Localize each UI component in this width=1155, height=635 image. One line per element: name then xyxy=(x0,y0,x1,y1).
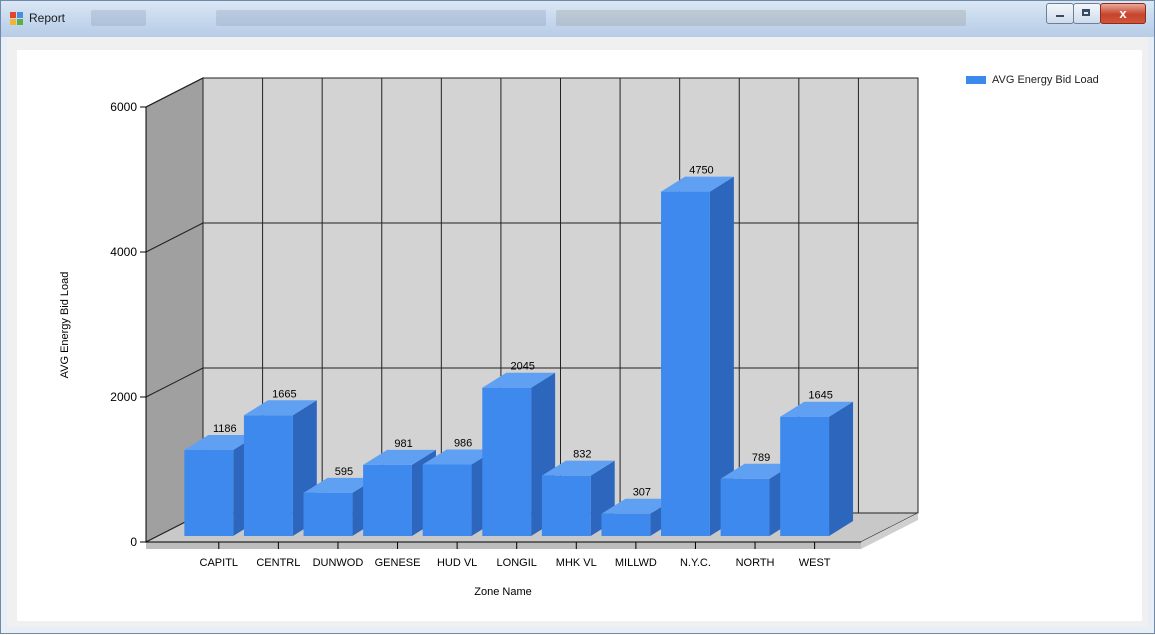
x-tick-label: WEST xyxy=(799,557,831,569)
data-label: 307 xyxy=(633,487,651,499)
bar-front xyxy=(601,513,651,536)
bar-top xyxy=(661,176,734,192)
data-label: 1665 xyxy=(272,388,296,400)
background-toolbar-ghost xyxy=(91,10,146,26)
window-title: Report xyxy=(29,11,66,25)
y-axis-title: AVG Energy Bid Load xyxy=(59,272,71,379)
bar-top xyxy=(243,400,317,416)
bar-front xyxy=(661,191,710,536)
chart-bars xyxy=(184,176,854,536)
window-controls: x xyxy=(1046,3,1146,24)
close-button[interactable]: x xyxy=(1100,3,1146,24)
chart-axes xyxy=(140,106,861,549)
bar-top xyxy=(422,449,496,465)
bar-top xyxy=(482,372,556,388)
data-label: 4750 xyxy=(689,165,713,177)
data-label: 595 xyxy=(335,466,353,478)
bar-front xyxy=(303,492,353,536)
x-tick-label: NORTH xyxy=(736,557,775,569)
bar-top xyxy=(363,449,436,465)
bar-side xyxy=(709,176,734,536)
legend-label: AVG Energy Bid Load xyxy=(992,74,1099,86)
bar-front xyxy=(422,464,472,536)
bar-front xyxy=(184,450,234,536)
x-tick-label: N.Y.C. xyxy=(680,557,711,569)
bar-front xyxy=(482,387,532,536)
x-tick-label: MHK VL xyxy=(556,557,597,569)
bar xyxy=(780,401,854,536)
data-label: 1645 xyxy=(808,390,832,402)
bar-top xyxy=(780,401,854,417)
x-tick-label: HUD VL xyxy=(437,557,477,569)
chart-labels: 0 2000 4000 6000 1186 CAPITL 1665 CENTRL 595 DUNW… xyxy=(59,100,833,598)
x-tick-label: GENESE xyxy=(375,557,421,569)
chart-floor-edge xyxy=(146,542,861,549)
minimize-icon xyxy=(1056,15,1064,17)
bar-front xyxy=(720,478,770,536)
gridline-side xyxy=(145,367,204,398)
y-tick-label: 4000 xyxy=(110,245,137,259)
data-label: 789 xyxy=(752,452,770,464)
gridline-side xyxy=(145,222,204,253)
y-tick-label: 6000 xyxy=(110,100,137,114)
bar-top xyxy=(720,463,794,479)
bar-side xyxy=(829,401,854,536)
bar xyxy=(661,176,734,536)
bar xyxy=(541,460,615,536)
bar-front xyxy=(541,475,591,536)
bar-top xyxy=(184,435,258,451)
x-tick-label: MILLWD xyxy=(615,557,657,569)
x-tick-label: CENTRL xyxy=(256,557,300,569)
x-tick-label: DUNWOD xyxy=(313,557,364,569)
gridline-side xyxy=(145,77,204,108)
x-tick-label: CAPITL xyxy=(200,557,239,569)
x-axis-title: Zone Name xyxy=(474,586,531,598)
chart-floor-edge xyxy=(861,513,918,549)
bar-top xyxy=(601,498,675,514)
x-tick-label: LONGIL xyxy=(497,557,537,569)
data-label: 832 xyxy=(573,449,591,461)
chart-legend: AVG Energy Bid Load xyxy=(966,74,1099,86)
chart-grid xyxy=(145,77,919,513)
title-bar[interactable]: Report x xyxy=(1,1,1154,37)
bar-front xyxy=(780,416,830,536)
bar xyxy=(482,372,556,536)
maximize-icon xyxy=(1082,9,1090,16)
bar-front xyxy=(243,415,293,536)
data-label: 981 xyxy=(394,438,412,450)
bar-top xyxy=(303,477,377,493)
background-toolbar-ghost xyxy=(556,10,966,26)
background-toolbar-ghost xyxy=(216,10,546,26)
legend-swatch xyxy=(966,76,986,84)
bar xyxy=(243,400,317,536)
y-tick-label: 2000 xyxy=(110,390,137,404)
bar-top xyxy=(541,460,615,476)
app-icon xyxy=(10,12,24,26)
close-icon: x xyxy=(1119,6,1127,21)
data-label: 986 xyxy=(454,438,472,450)
data-label: 2045 xyxy=(510,361,534,373)
data-label: 1186 xyxy=(213,423,237,435)
y-tick-label: 0 xyxy=(130,535,137,549)
bar-front xyxy=(363,464,412,536)
